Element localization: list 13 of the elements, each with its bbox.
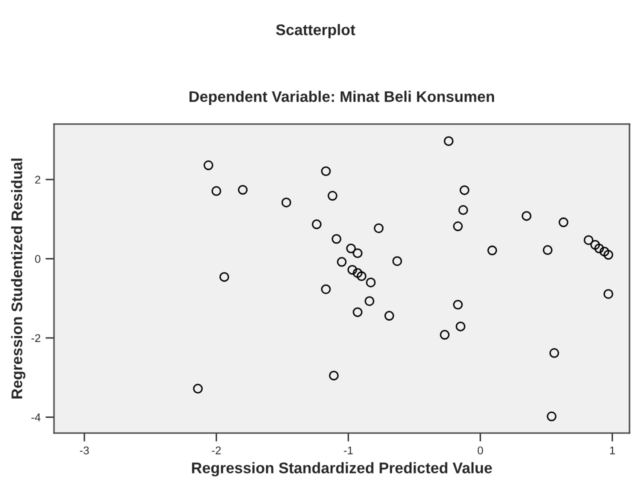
chart-subtitle: Dependent Variable: Minat Beli Konsumen [190, 90, 494, 106]
x-tick-label: -1 [344, 446, 353, 454]
x-tick-label: 1 [610, 446, 615, 454]
y-tick-label: 0 [35, 255, 40, 263]
y-axis-title: Regression Studentized Residual [11, 158, 26, 398]
x-tick-label: 0 [478, 446, 483, 454]
chart-title: Scatterplot [276, 24, 356, 38]
y-tick-label: -2 [31, 334, 40, 342]
x-tick-label: -2 [212, 446, 221, 454]
y-tick-label: 2 [35, 176, 40, 184]
x-axis-title: Regression Standardized Predicted Value [192, 462, 492, 476]
x-tick-label: -3 [80, 446, 89, 454]
y-tick-label: -4 [31, 414, 40, 422]
